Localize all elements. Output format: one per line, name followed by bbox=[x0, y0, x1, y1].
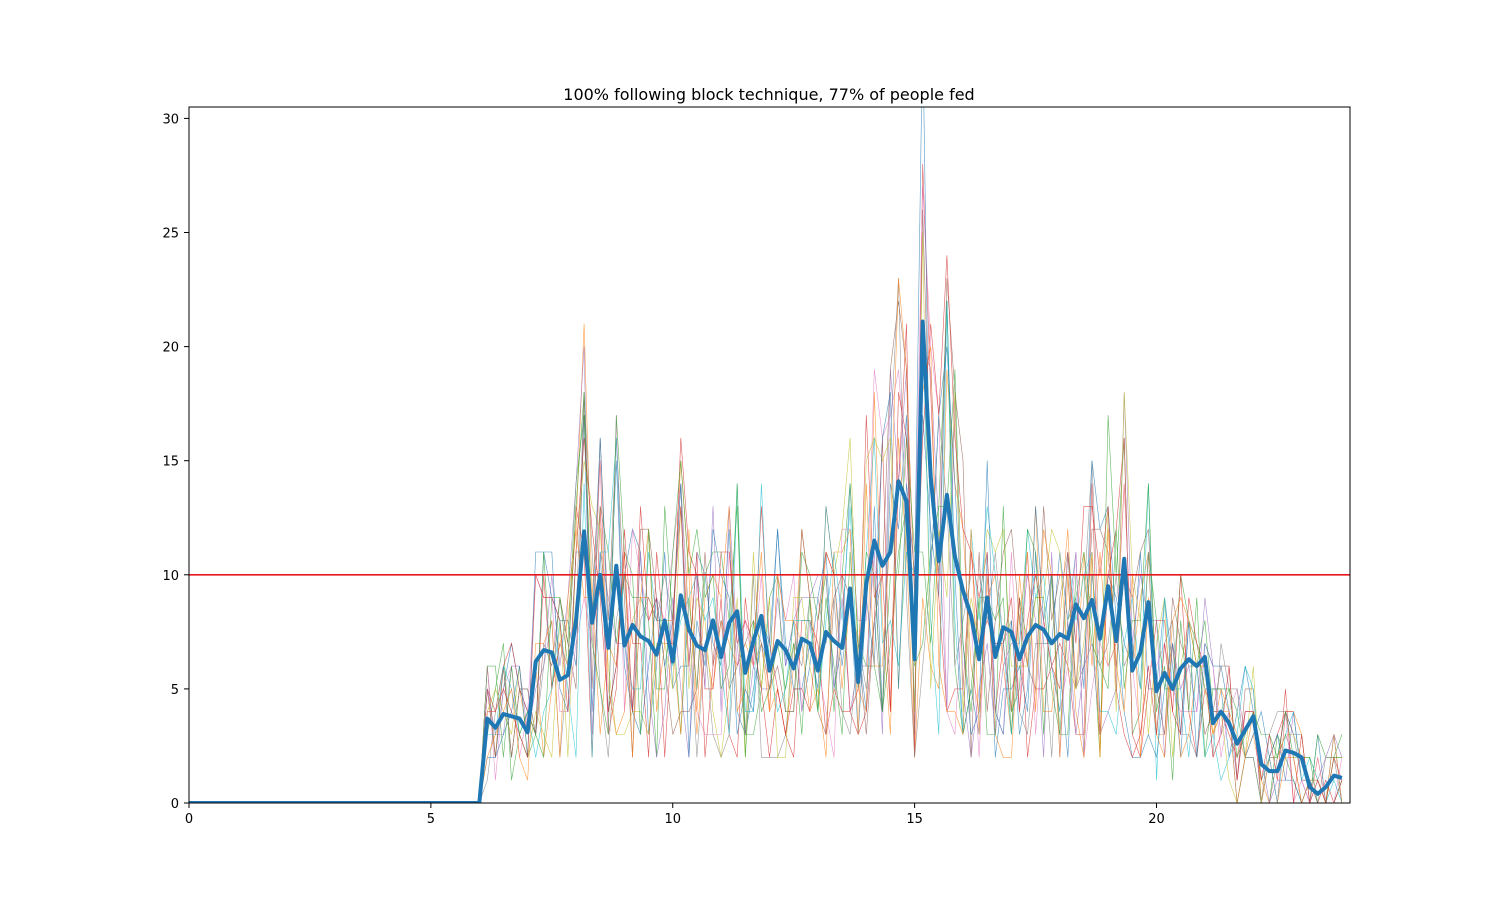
simulation-run-line bbox=[189, 369, 1342, 803]
simulation-run-line bbox=[189, 278, 1343, 803]
mean-series-line bbox=[189, 319, 1343, 803]
y-axis: 0 5 10 15 20 25 30 bbox=[162, 112, 189, 812]
y-tick-label: 30 bbox=[162, 112, 179, 127]
x-tick-label: 0 bbox=[185, 812, 193, 827]
y-tick-label: 5 bbox=[171, 683, 179, 698]
plot-frame bbox=[188, 106, 1351, 804]
x-tick-label: 5 bbox=[427, 812, 435, 827]
plot-area bbox=[188, 106, 1351, 804]
y-tick-label: 10 bbox=[162, 569, 179, 584]
y-tick-label: 20 bbox=[162, 341, 179, 356]
simulation-run-line bbox=[189, 255, 1343, 803]
y-tick-label: 15 bbox=[162, 455, 179, 470]
chart-title: 100% following block technique, 77% of p… bbox=[563, 85, 974, 104]
simulation-run-line bbox=[189, 209, 1343, 803]
x-tick-label: 15 bbox=[906, 812, 923, 827]
x-axis: 0 5 10 15 20 bbox=[185, 803, 1165, 827]
x-tick-label: 10 bbox=[664, 812, 681, 827]
y-tick-label: 0 bbox=[171, 797, 179, 812]
x-tick-label: 20 bbox=[1148, 812, 1165, 827]
y-tick-label: 25 bbox=[162, 227, 179, 242]
